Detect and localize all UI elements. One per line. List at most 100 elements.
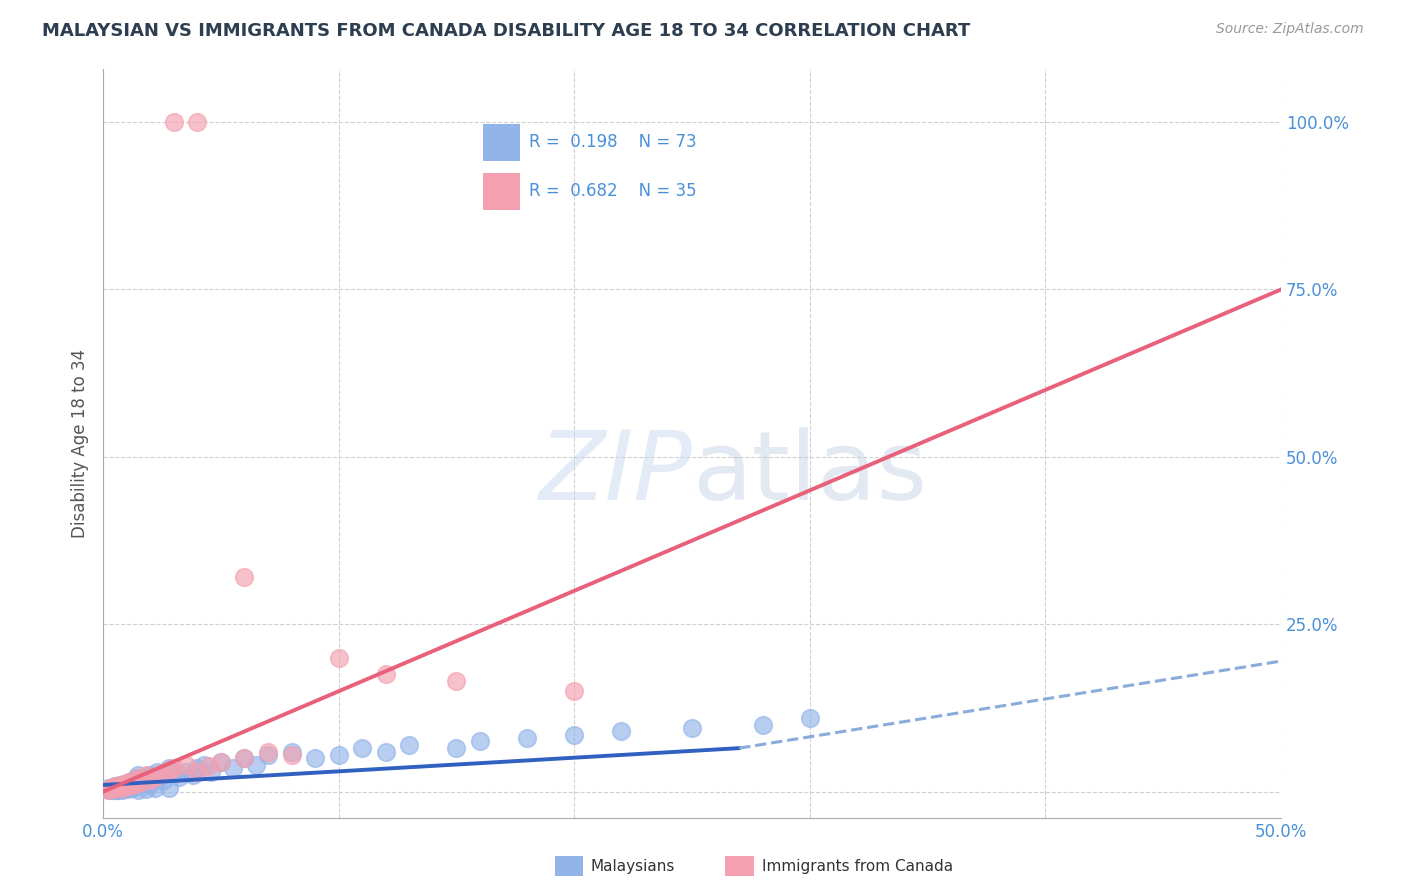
Point — [97, 781, 120, 796]
Point — [150, 766, 173, 780]
Point — [257, 744, 280, 758]
Point — [125, 772, 148, 786]
Point — [118, 774, 141, 789]
Point — [127, 774, 149, 789]
Point — [111, 782, 134, 797]
Text: MALAYSIAN VS IMMIGRANTS FROM CANADA DISABILITY AGE 18 TO 34 CORRELATION CHART: MALAYSIAN VS IMMIGRANTS FROM CANADA DISA… — [42, 22, 970, 40]
Point — [118, 774, 141, 789]
Point — [186, 764, 208, 779]
Point — [398, 738, 420, 752]
Point — [257, 747, 280, 762]
Point — [105, 780, 128, 795]
Point — [112, 777, 135, 791]
Point — [280, 747, 302, 762]
Point — [328, 747, 350, 762]
Point — [163, 761, 186, 775]
Point — [101, 780, 124, 795]
Point — [352, 741, 374, 756]
Point — [280, 744, 302, 758]
Point — [143, 781, 166, 796]
Point — [233, 751, 256, 765]
Point — [468, 734, 491, 748]
Point — [799, 711, 821, 725]
Point — [115, 778, 138, 792]
Point — [115, 782, 138, 797]
Point — [209, 755, 232, 769]
Point — [101, 782, 124, 797]
Text: ZIP: ZIP — [538, 427, 692, 520]
Point — [111, 782, 134, 797]
Point — [108, 778, 131, 792]
Point — [112, 777, 135, 791]
Point — [104, 780, 127, 794]
Point — [174, 758, 197, 772]
Point — [112, 780, 135, 795]
Point — [143, 770, 166, 784]
Point — [104, 780, 127, 794]
Point — [153, 772, 176, 787]
Point — [221, 761, 243, 775]
Point — [122, 772, 145, 787]
Point — [118, 780, 141, 794]
Point — [562, 684, 585, 698]
Point — [127, 782, 149, 797]
Point — [108, 778, 131, 792]
Point — [111, 781, 134, 796]
Point — [146, 764, 169, 779]
Point — [98, 782, 121, 797]
Point — [374, 744, 396, 758]
Point — [157, 761, 180, 775]
Point — [751, 717, 773, 731]
Point — [233, 751, 256, 765]
Point — [446, 674, 468, 689]
Point — [125, 777, 148, 791]
Point — [125, 778, 148, 792]
Point — [129, 777, 152, 791]
Point — [562, 728, 585, 742]
Point — [167, 770, 190, 784]
Point — [136, 774, 159, 789]
Point — [193, 758, 215, 772]
Point — [150, 768, 173, 782]
Point — [374, 667, 396, 681]
Point — [108, 781, 131, 796]
Y-axis label: Disability Age 18 to 34: Disability Age 18 to 34 — [72, 349, 89, 538]
Point — [186, 115, 208, 129]
Point — [446, 741, 468, 756]
Point — [200, 764, 222, 779]
Text: Malaysians: Malaysians — [591, 859, 675, 873]
Point — [97, 782, 120, 797]
Text: atlas: atlas — [692, 427, 927, 520]
Point — [163, 766, 186, 780]
Point — [516, 731, 538, 745]
Point — [105, 782, 128, 797]
Text: Immigrants from Canada: Immigrants from Canada — [762, 859, 953, 873]
Point — [120, 781, 142, 796]
Text: Source: ZipAtlas.com: Source: ZipAtlas.com — [1216, 22, 1364, 37]
Point — [181, 768, 204, 782]
Point — [120, 778, 142, 792]
Point — [104, 782, 127, 797]
Point — [127, 772, 149, 786]
Point — [139, 768, 162, 782]
Point — [120, 777, 142, 791]
Point — [129, 774, 152, 789]
Point — [122, 780, 145, 794]
Point — [120, 780, 142, 795]
Point — [135, 782, 157, 797]
Point — [115, 781, 138, 796]
Point — [198, 759, 221, 773]
Point — [157, 764, 180, 778]
Point — [233, 570, 256, 584]
Point — [101, 782, 124, 797]
Point — [174, 764, 197, 779]
Point — [132, 772, 155, 787]
Point — [157, 780, 180, 795]
Point — [98, 781, 121, 796]
Point — [610, 724, 633, 739]
Point — [105, 783, 128, 797]
Point — [245, 758, 267, 772]
Point — [186, 761, 208, 775]
Point — [163, 115, 186, 129]
Point — [143, 772, 166, 786]
